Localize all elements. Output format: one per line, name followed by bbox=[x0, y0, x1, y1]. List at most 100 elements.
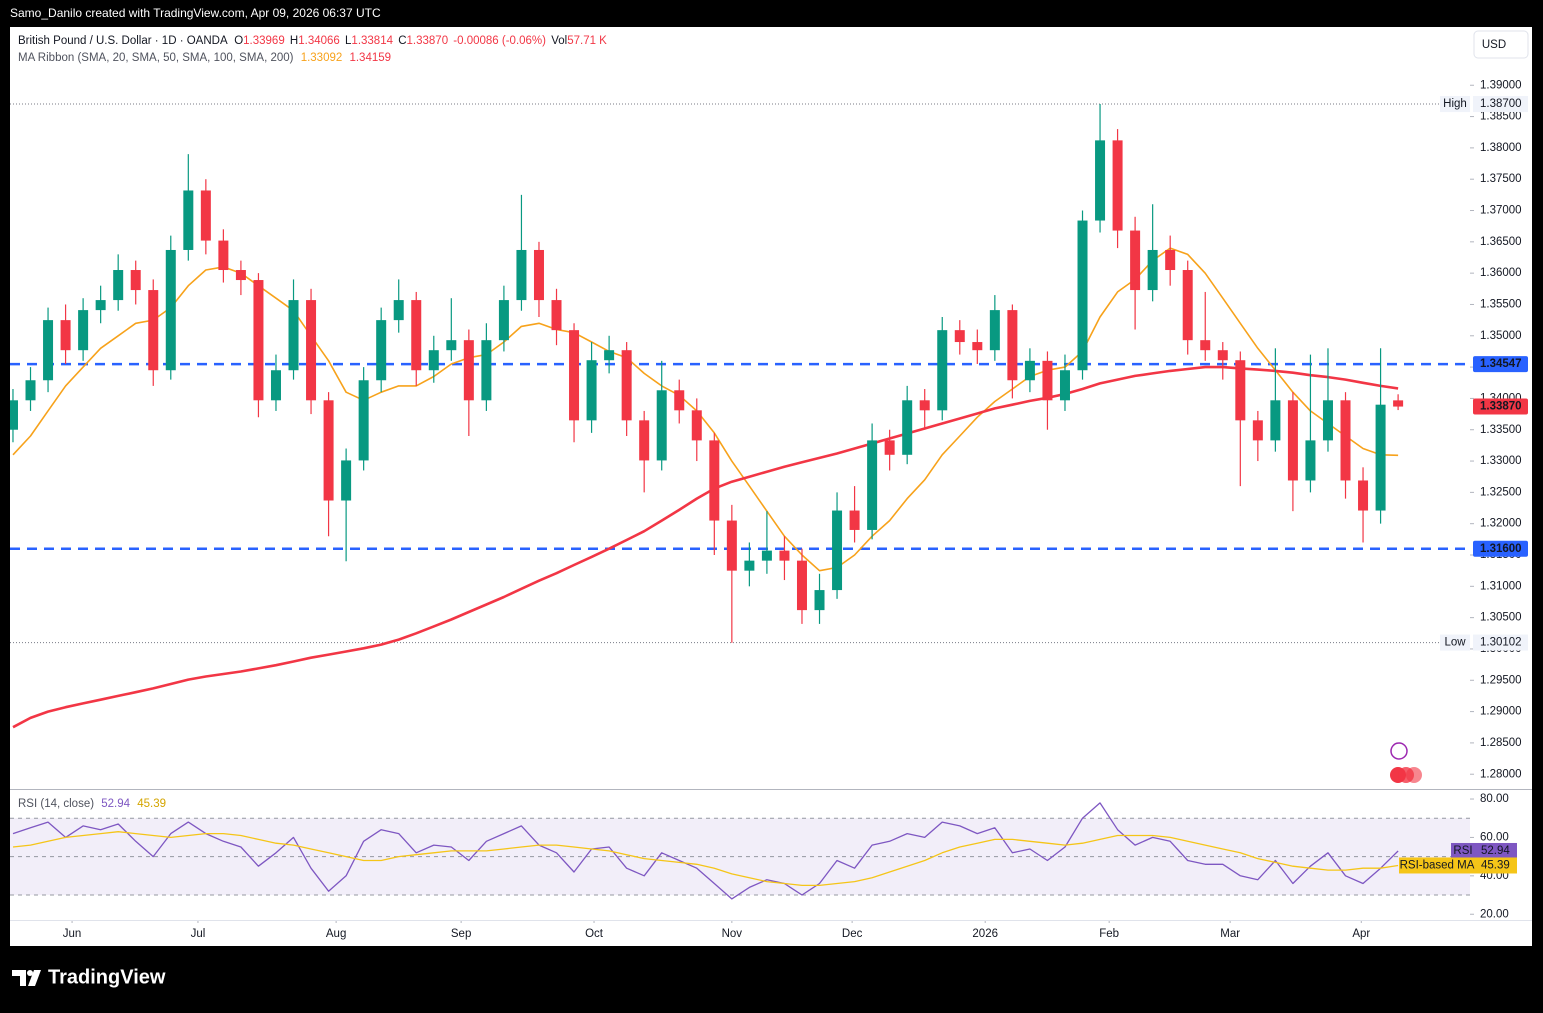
candle-body bbox=[1322, 400, 1333, 441]
rsi-pane bbox=[10, 802, 1470, 900]
low-value: 1.30102 bbox=[1480, 637, 1522, 649]
x-tick-label: Jul bbox=[191, 928, 206, 940]
ma-legend: MA Ribbon (SMA, 20, SMA, 50, SMA, 100, S… bbox=[18, 52, 391, 64]
candle-body bbox=[919, 400, 930, 411]
candle-body bbox=[1393, 400, 1404, 407]
event-icon[interactable] bbox=[1406, 767, 1422, 783]
rsi-name: RSI-based MA bbox=[1400, 860, 1475, 872]
candle-body bbox=[341, 460, 352, 501]
rsi-ma-value: 45.39 bbox=[137, 798, 166, 810]
level-label-box bbox=[1473, 356, 1528, 373]
y-tick-label: 1.36000 bbox=[1480, 267, 1522, 279]
candle-body bbox=[183, 190, 194, 250]
candle-body bbox=[551, 300, 562, 331]
rsi-name-box bbox=[1451, 842, 1475, 859]
low-value-box bbox=[1473, 634, 1528, 651]
candle-body bbox=[130, 270, 141, 291]
candle-body bbox=[604, 350, 615, 361]
level-label: 1.31600 bbox=[1480, 543, 1522, 555]
candle-body bbox=[200, 190, 211, 241]
candle-body bbox=[937, 330, 948, 411]
candle-body bbox=[691, 410, 702, 441]
ohlc-key: C bbox=[398, 35, 406, 47]
candle-body bbox=[1200, 340, 1211, 351]
candle-body bbox=[849, 510, 860, 530]
low-name-box bbox=[1440, 634, 1470, 651]
candle-body bbox=[1147, 249, 1158, 291]
candle-body bbox=[989, 310, 1000, 351]
rsi-value: 52.94 bbox=[101, 798, 130, 810]
candle-body bbox=[358, 380, 369, 461]
currency-label[interactable]: USD bbox=[1482, 39, 1506, 51]
candle-body bbox=[779, 550, 790, 561]
x-tick-label: Apr bbox=[1352, 928, 1370, 940]
candle-body bbox=[1287, 400, 1298, 481]
y-tick-label: 1.33000 bbox=[1480, 455, 1522, 467]
high-name-box bbox=[1440, 96, 1470, 113]
y-tick-label: 1.38500 bbox=[1480, 111, 1522, 123]
candle-body bbox=[621, 350, 632, 421]
y-tick-label: 1.28500 bbox=[1480, 737, 1522, 749]
rsi-legend: RSI (14, close) 52.94 45.39 bbox=[18, 798, 166, 810]
candle-body bbox=[954, 330, 965, 343]
candle-body bbox=[498, 300, 509, 341]
candle-body bbox=[674, 390, 685, 411]
candle-body bbox=[393, 300, 404, 321]
y-tick-label: 1.29000 bbox=[1480, 706, 1522, 718]
y-tick-label: 1.30500 bbox=[1480, 612, 1522, 624]
ohlc-key: H bbox=[290, 35, 298, 47]
change: -0.00086 (-0.06%) bbox=[453, 35, 546, 47]
x-tick-label: 2026 bbox=[972, 928, 998, 940]
chart-area bbox=[10, 27, 1532, 946]
volume-key: Vol bbox=[551, 35, 567, 47]
candle-body bbox=[165, 249, 176, 371]
candle-body bbox=[411, 300, 422, 371]
candle-body bbox=[78, 310, 89, 351]
y-tick-label: 1.35500 bbox=[1480, 298, 1522, 310]
x-tick-label: Jun bbox=[63, 928, 82, 940]
y-tick-label: 1.32000 bbox=[1480, 518, 1522, 530]
y-tick-label: 1.31000 bbox=[1480, 580, 1522, 592]
candle-body bbox=[270, 370, 281, 401]
candle-body bbox=[884, 440, 895, 455]
y-tick-label: 1.39000 bbox=[1480, 79, 1522, 91]
logo-text: TradingView bbox=[48, 966, 166, 988]
candle-body bbox=[1007, 310, 1018, 381]
candle-body bbox=[323, 400, 334, 501]
candle-body bbox=[148, 290, 159, 371]
candle-body bbox=[113, 270, 124, 301]
candle-body bbox=[1235, 360, 1246, 421]
symbol-legend: British Pound / U.S. Dollar · 1D · OANDA… bbox=[18, 35, 607, 47]
ohlc-key: O bbox=[234, 35, 243, 47]
candle-body bbox=[639, 420, 650, 461]
level-label-box bbox=[1473, 540, 1528, 557]
axes: 1.280001.285001.290001.295001.300001.305… bbox=[63, 79, 1528, 940]
rsi-name: RSI (14, close) bbox=[18, 798, 94, 810]
x-tick-label: Mar bbox=[1220, 928, 1240, 940]
ohlc-value: 1.33969 bbox=[243, 35, 285, 47]
x-tick-label: Dec bbox=[842, 928, 863, 940]
candle-body bbox=[253, 280, 264, 401]
candle-body bbox=[306, 300, 317, 401]
currency-button[interactable] bbox=[1473, 30, 1529, 59]
candle-body bbox=[726, 520, 737, 571]
candle-body bbox=[709, 440, 720, 521]
candle-body bbox=[1305, 440, 1316, 481]
candle-body bbox=[481, 340, 492, 401]
top-bar-text: Samo_Danilo created with TradingView.com… bbox=[10, 6, 381, 20]
candle-body bbox=[1270, 400, 1281, 441]
rsi-value-box bbox=[1475, 842, 1517, 859]
ma-name: MA Ribbon (SMA, 20, SMA, 50, SMA, 100, S… bbox=[18, 52, 294, 64]
candle-body bbox=[1042, 360, 1053, 401]
candle-body bbox=[218, 240, 229, 271]
event-icon[interactable] bbox=[1390, 742, 1408, 760]
candle-body bbox=[586, 360, 597, 421]
ohlc-key: L bbox=[345, 35, 352, 47]
candle-body bbox=[656, 390, 667, 461]
symbol: British Pound / U.S. Dollar · 1D · OANDA bbox=[18, 35, 228, 47]
candle-body bbox=[463, 340, 474, 401]
candle-body bbox=[1112, 140, 1123, 231]
y-tick-label: 60.00 bbox=[1480, 831, 1509, 843]
